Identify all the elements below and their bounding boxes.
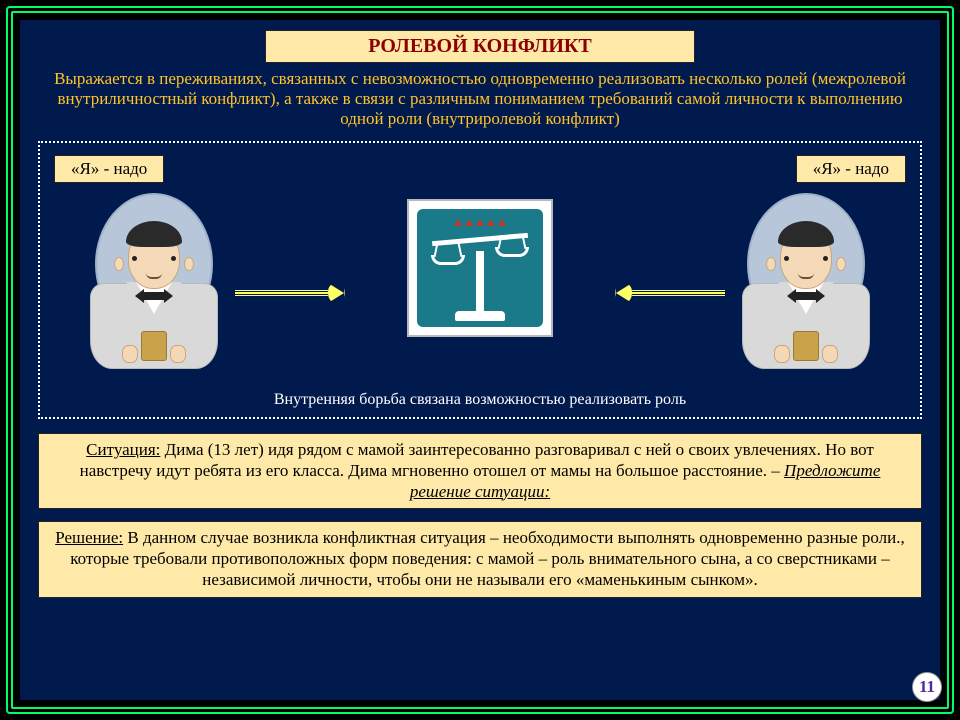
diagram-box: «Я» - надо «Я» - надо	[38, 141, 922, 419]
person-left-icon	[74, 189, 234, 369]
arrow-left-icon	[235, 283, 345, 303]
diagram-caption: Внутренняя борьба связана возможностью р…	[40, 391, 920, 409]
slide-content: РОЛЕВОЙ КОНФЛИКТ Выражается в переживани…	[20, 20, 940, 700]
solution-label: Решение:	[55, 528, 123, 547]
situation-text: Дима (13 лет) идя рядом с мамой заинтере…	[80, 440, 874, 480]
left-side: «Я» - надо	[54, 155, 254, 369]
right-side: «Я» - надо	[706, 155, 906, 369]
slide-title: РОЛЕВОЙ КОНФЛИКТ	[265, 30, 695, 63]
intro-text: Выражается в переживаниях, связанных с н…	[38, 69, 922, 129]
person-right-icon	[726, 189, 886, 369]
situation-label: Ситуация:	[86, 440, 160, 459]
scales-icon	[407, 199, 553, 337]
solution-text: В данном случае возникла конфликтная сит…	[70, 528, 905, 588]
right-label: «Я» - надо	[796, 155, 906, 183]
arrow-right-icon	[615, 283, 725, 303]
solution-box: Решение: В данном случае возникла конфли…	[38, 521, 922, 597]
left-label: «Я» - надо	[54, 155, 164, 183]
situation-box: Ситуация: Дима (13 лет) идя рядом с мамо…	[38, 433, 922, 509]
page-number: 11	[912, 672, 942, 702]
